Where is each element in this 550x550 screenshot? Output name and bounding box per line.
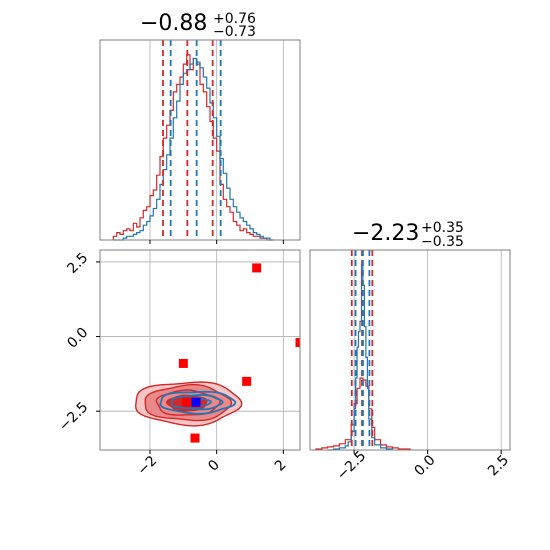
x-tick-label: 0 bbox=[205, 457, 223, 475]
quantile-lines bbox=[162, 40, 222, 240]
x-ticks: −2.5 0.0 2.5 bbox=[334, 448, 512, 483]
panel-title: −0.88 bbox=[140, 11, 207, 36]
panel-marginal-param-2: −2.5 0.0 2.5 −2.23 +0.35 −0.35 bbox=[309, 220, 512, 483]
histogram-series bbox=[112, 54, 274, 241]
x-tick-label: 0.0 bbox=[412, 452, 439, 479]
grid bbox=[353, 250, 502, 450]
x-ticks bbox=[149, 240, 284, 244]
blue-contour-level bbox=[170, 393, 224, 411]
y-ticks: 2.5 0.0 −2.5 bbox=[56, 250, 100, 435]
title-plus: +0.76 bbox=[213, 11, 256, 27]
red-square-marker bbox=[190, 433, 200, 443]
red-square-marker bbox=[295, 338, 300, 348]
panel-title: −2.23 bbox=[352, 221, 419, 246]
axes-frame bbox=[99, 249, 301, 451]
red-square-marker bbox=[182, 397, 192, 407]
title-median: −2.23 bbox=[352, 221, 419, 246]
y-tick-label: −2.5 bbox=[56, 399, 91, 434]
title-median: −0.88 bbox=[140, 11, 207, 36]
y-tick-label: 2.5 bbox=[64, 250, 91, 277]
title-minus: −0.35 bbox=[421, 234, 464, 250]
x-tick-label: −2.5 bbox=[334, 448, 369, 483]
axes-frame bbox=[309, 249, 511, 451]
title-minus: −0.73 bbox=[213, 24, 256, 40]
markers bbox=[178, 263, 300, 443]
histogram-step-red bbox=[315, 377, 411, 450]
panel-marginal-param-1: −0.88 +0.76 −0.73 bbox=[99, 11, 301, 244]
x-ticks: −2 0 2 bbox=[134, 450, 290, 479]
x-tick-label: 2 bbox=[272, 457, 290, 475]
blue-contour-level bbox=[159, 390, 237, 415]
blue-square-marker bbox=[191, 397, 201, 407]
histogram-step-blue bbox=[327, 264, 393, 451]
title-plus: +0.35 bbox=[421, 220, 464, 236]
histogram-step-red bbox=[112, 54, 274, 241]
y-tick-label: 0.0 bbox=[64, 325, 91, 352]
quantile-lines bbox=[350, 250, 374, 450]
x-tick-label: −2 bbox=[134, 453, 160, 479]
axes-frame bbox=[99, 39, 301, 241]
x-tick-label: 2.5 bbox=[485, 452, 512, 479]
red-square-marker bbox=[242, 376, 252, 386]
red-square-marker bbox=[178, 358, 188, 368]
panel-joint: −2 0 2 2.5 0.0 −2.5 bbox=[56, 249, 301, 479]
red-square-marker bbox=[252, 263, 262, 273]
histogram-step-blue bbox=[113, 57, 274, 241]
